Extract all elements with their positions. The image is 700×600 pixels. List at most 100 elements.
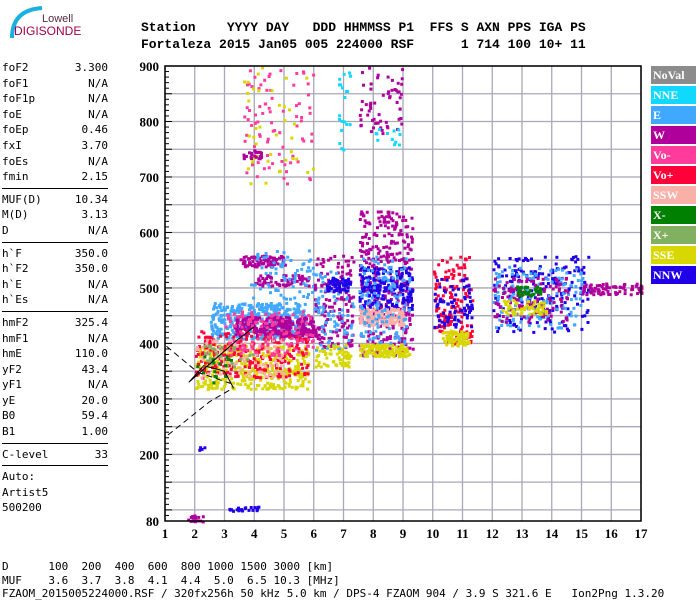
echo-point	[254, 351, 258, 355]
echo-point	[454, 332, 458, 336]
echo-point	[375, 312, 379, 316]
echo-point	[500, 319, 504, 323]
echo-point	[433, 272, 437, 276]
echo-point	[391, 292, 395, 296]
echo-point	[565, 276, 568, 280]
echo-point	[406, 252, 410, 255]
echo-point	[261, 342, 265, 346]
echo-point	[266, 154, 269, 157]
echo-point	[311, 345, 315, 349]
echo-point	[233, 324, 237, 328]
echo-point	[361, 344, 365, 348]
echo-point	[253, 327, 256, 331]
echo-point	[295, 269, 299, 273]
echo-point	[199, 354, 203, 358]
echo-point	[537, 272, 541, 276]
auto-scaling-text: Artist5	[2, 485, 49, 499]
echo-point	[226, 347, 230, 351]
echo-point	[301, 366, 305, 370]
param-value: 20.0	[81, 393, 109, 407]
echo-point	[618, 285, 622, 289]
x-tick-label: 10	[426, 526, 439, 541]
echo-point	[247, 372, 251, 376]
param-label: B1	[2, 425, 16, 439]
echo-point	[243, 80, 246, 84]
echo-point	[401, 348, 405, 351]
echo-point	[463, 273, 467, 277]
echo-point	[210, 386, 214, 390]
echo-point	[275, 366, 279, 370]
echo-point	[555, 307, 559, 311]
echo-point	[247, 508, 251, 512]
echo-point	[496, 313, 499, 317]
x-tick-label: 4	[251, 526, 258, 541]
param-row: yF2 43.4	[2, 362, 108, 378]
echo-point	[332, 290, 336, 294]
param-label: hmF1	[2, 331, 29, 345]
echo-point	[395, 301, 399, 304]
echo-point	[511, 269, 515, 273]
echo-point	[555, 279, 559, 283]
echo-point	[364, 232, 368, 236]
echo-point	[363, 312, 366, 316]
echo-point	[266, 375, 270, 379]
echo-point	[201, 358, 205, 362]
echo-point	[538, 310, 542, 314]
echo-point	[516, 273, 520, 277]
echo-point	[242, 156, 246, 160]
echo-point	[335, 330, 338, 334]
echo-point	[346, 281, 350, 285]
echo-point	[408, 323, 412, 326]
echo-point	[344, 343, 348, 347]
echo-point	[348, 324, 352, 328]
echo-point	[541, 309, 545, 313]
param-row: MUF(D) 10.34	[2, 192, 108, 208]
echo-point	[535, 310, 539, 314]
echo-point	[527, 300, 531, 303]
echo-point	[215, 352, 219, 356]
echo-point	[256, 506, 260, 509]
echo-point	[387, 90, 391, 94]
echo-point	[401, 321, 405, 325]
echo-point	[229, 323, 233, 327]
echo-point	[521, 259, 525, 263]
legend: NoVal NNE E W Vo- Vo+ SSW X- X+ SSE NNW	[651, 66, 696, 286]
echo-point	[244, 255, 248, 259]
echo-point	[295, 124, 299, 128]
echo-point	[223, 308, 227, 312]
echo-point	[573, 323, 577, 327]
echo-point	[288, 317, 292, 320]
param-value: N/A	[88, 76, 108, 90]
echo-point	[382, 278, 386, 282]
echo-point	[546, 282, 550, 285]
echo-point	[251, 314, 255, 318]
echo-point	[347, 354, 351, 358]
echo-point	[505, 314, 509, 318]
echo-point	[383, 220, 387, 224]
echo-point	[348, 269, 352, 273]
echo-point	[220, 387, 224, 391]
echo-point	[392, 307, 396, 311]
echo-point	[346, 363, 350, 367]
echo-point	[196, 365, 200, 369]
y-tick-label: 300	[140, 392, 160, 407]
param-row: h`F2 350.0	[2, 261, 108, 277]
echo-point	[526, 292, 530, 296]
echo-point	[403, 246, 407, 250]
echo-point	[441, 259, 444, 262]
echo-point	[314, 286, 318, 290]
echo-point	[512, 277, 515, 281]
echo-point	[320, 330, 324, 333]
echo-point	[446, 331, 450, 334]
echo-point	[202, 331, 206, 335]
echo-point	[365, 210, 369, 214]
echo-point	[434, 297, 438, 301]
legend-item-w: W	[651, 126, 696, 144]
echo-point	[391, 276, 395, 280]
echo-point	[366, 241, 369, 245]
echo-point	[239, 354, 243, 358]
echo-point	[362, 271, 366, 275]
echo-point	[278, 367, 282, 370]
echo-point	[557, 282, 561, 286]
echo-point	[292, 83, 296, 87]
